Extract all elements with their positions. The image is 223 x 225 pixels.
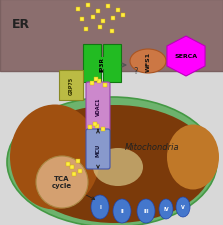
- Text: Mitochondria: Mitochondria: [125, 143, 179, 152]
- Ellipse shape: [167, 125, 219, 190]
- Text: ?: ?: [134, 67, 138, 76]
- Ellipse shape: [113, 199, 131, 223]
- Text: TCA
cycle: TCA cycle: [52, 176, 72, 189]
- Bar: [0, 0, 223, 72]
- Ellipse shape: [130, 50, 166, 74]
- Ellipse shape: [93, 148, 143, 186]
- Text: II: II: [120, 209, 124, 214]
- Text: I: I: [99, 205, 101, 209]
- Text: VDAC1: VDAC1: [95, 97, 101, 116]
- Text: GRP75: GRP75: [68, 76, 74, 95]
- FancyBboxPatch shape: [59, 71, 83, 101]
- Circle shape: [36, 156, 88, 208]
- Ellipse shape: [137, 199, 155, 223]
- Text: ER: ER: [12, 18, 30, 31]
- FancyBboxPatch shape: [86, 58, 118, 70]
- Polygon shape: [167, 37, 205, 77]
- Ellipse shape: [7, 98, 217, 225]
- FancyBboxPatch shape: [83, 45, 101, 83]
- Ellipse shape: [176, 197, 190, 217]
- FancyBboxPatch shape: [103, 45, 121, 83]
- Text: III: III: [143, 209, 149, 214]
- Ellipse shape: [159, 199, 173, 219]
- Text: SERCA: SERCA: [174, 54, 198, 59]
- Ellipse shape: [91, 195, 109, 219]
- Text: V: V: [181, 205, 185, 209]
- FancyBboxPatch shape: [86, 129, 110, 169]
- FancyBboxPatch shape: [86, 83, 110, 131]
- Text: WFS1: WFS1: [145, 52, 151, 72]
- Ellipse shape: [10, 105, 100, 209]
- Text: IV: IV: [163, 207, 169, 212]
- Text: MCU: MCU: [95, 143, 101, 156]
- Text: IP3R: IP3R: [99, 56, 105, 71]
- Ellipse shape: [17, 106, 213, 223]
